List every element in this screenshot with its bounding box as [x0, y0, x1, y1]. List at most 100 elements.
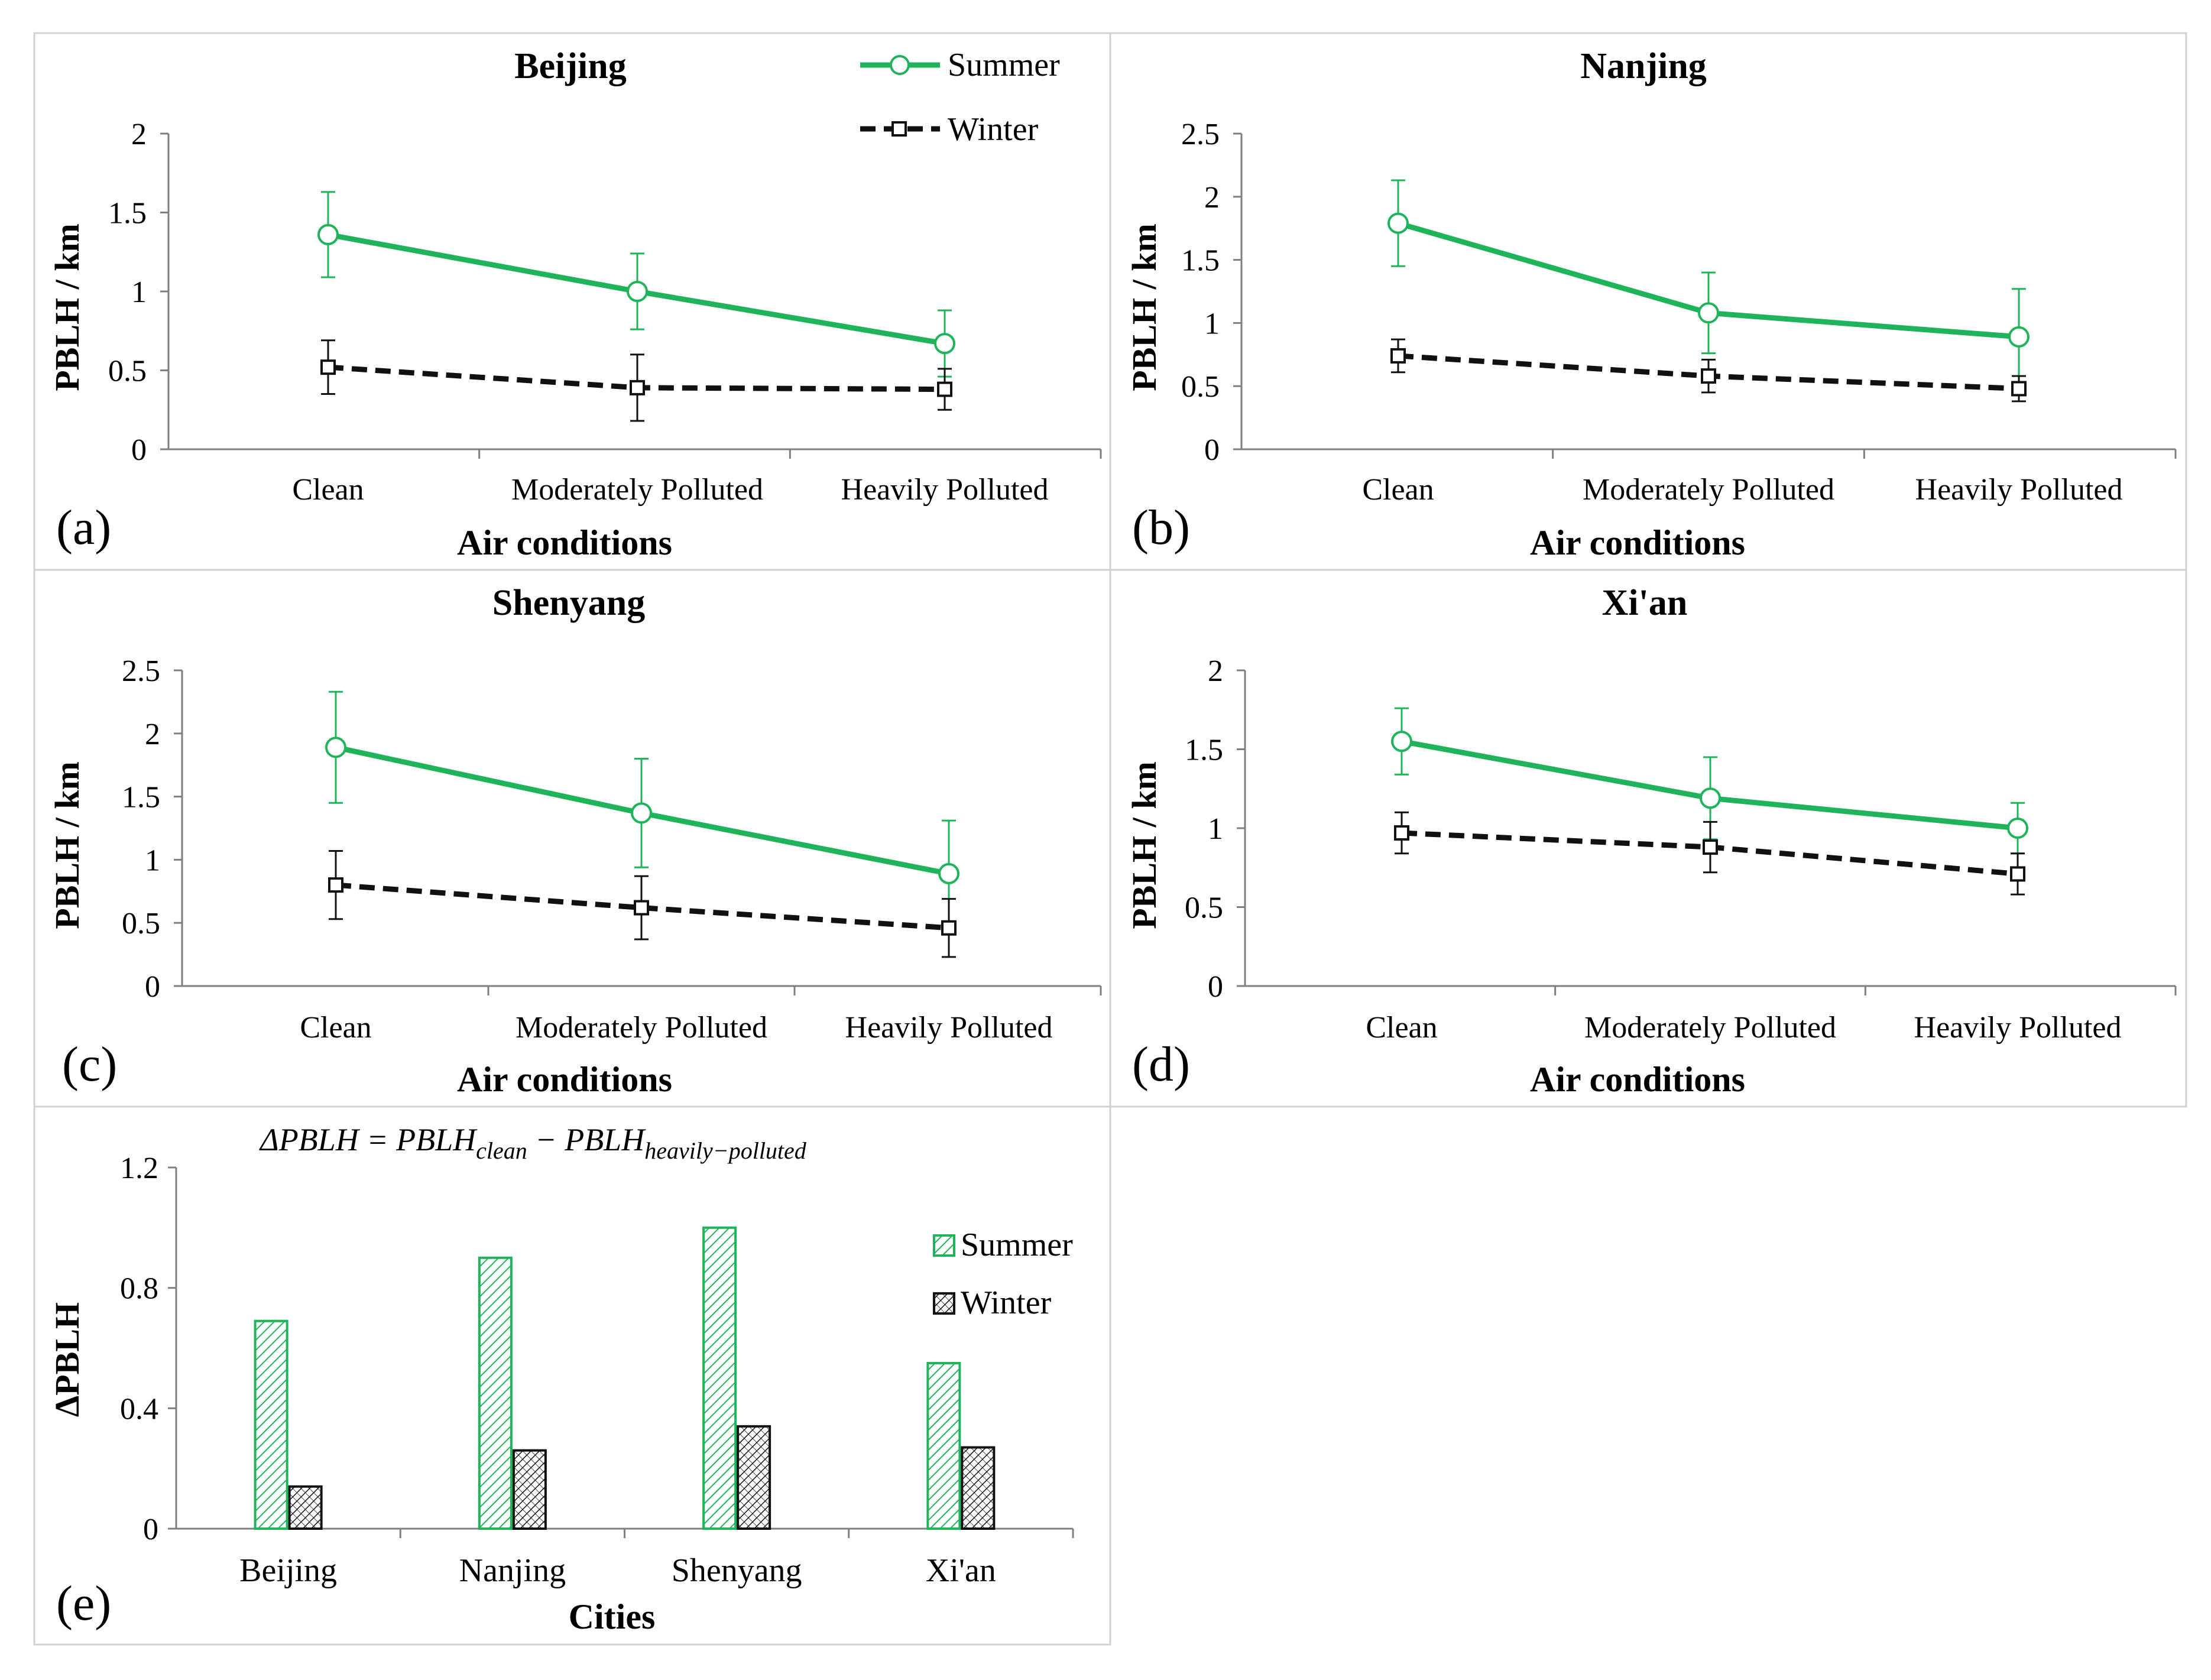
legend-e-summer-swatch [933, 1234, 955, 1257]
winter-data-point [1703, 839, 1718, 855]
summer-data-point [1391, 731, 1412, 753]
chart-title-b: Nanjing [1580, 46, 1707, 86]
winter-data-point [2010, 866, 2025, 882]
y-axis-label-e: ΔPBLH [48, 1302, 86, 1417]
winter-bar [737, 1425, 771, 1530]
winter-bar [288, 1485, 323, 1530]
summer-data-point [627, 281, 648, 302]
winter-data-point [937, 381, 952, 397]
x-tick-label: Heavily Polluted [845, 1011, 1053, 1045]
legend-summer-marker [890, 55, 910, 75]
winter-data-point [1390, 348, 1406, 364]
panel-label-c: (c) [62, 1037, 117, 1092]
winter-bar [961, 1446, 996, 1530]
x-tick-label: Moderately Polluted [1584, 1011, 1836, 1045]
y-tick-label: 2 [1204, 181, 1220, 215]
plot-area-e: 0 0.4 0.8 1.2 Beijing Nanjing Shenyang Xi'an [120, 1152, 1074, 1589]
legend-winter-label: Winter [948, 111, 1039, 148]
y-tick-label: 1.5 [1185, 734, 1223, 767]
winter-bar [512, 1449, 547, 1530]
x-tick-label: Heavily Polluted [841, 473, 1049, 507]
y-tick-label: 1 [145, 844, 160, 877]
legend-summer-label: Summer [948, 47, 1060, 83]
y-tick-label: 1 [1208, 812, 1223, 846]
summer-data-point [2008, 326, 2030, 348]
formula-sub-clean: clean [476, 1137, 527, 1164]
legend-e: Summer Winter [933, 1227, 1073, 1321]
plot-area-b: 0 0.5 1 1.5 2 2.5 Clean Moderately Polluted Heav… [1181, 118, 2177, 507]
summer-data-point [325, 737, 346, 758]
panel-label-a: (a) [56, 500, 111, 555]
x-axis-label-c: Air conditions [457, 1060, 672, 1099]
x-tick-label: Moderately Polluted [511, 473, 763, 507]
chart-title-a: Beijing [514, 46, 626, 86]
legend-e-winter-label: Winter [961, 1285, 1052, 1321]
x-tick-label: Moderately Polluted [1583, 473, 1834, 507]
x-axis-label-d: Air conditions [1530, 1060, 1745, 1099]
y-tick-label: 1 [131, 275, 147, 309]
x-tick-label: Clean [292, 473, 364, 507]
chart-title-d: Xi'an [1602, 583, 1688, 623]
formula-minus: − PBLH [527, 1122, 646, 1157]
y-tick-label: 1.5 [108, 197, 147, 231]
x-tick-label: Heavily Polluted [1915, 473, 2123, 507]
y-tick-label: 1.5 [1181, 244, 1220, 278]
y-tick-label: 0.5 [108, 355, 147, 388]
y-tick-label: 0.5 [1181, 370, 1220, 404]
summer-bar [702, 1226, 737, 1530]
winter-data-point [1394, 825, 1409, 841]
winter-series-line [335, 882, 949, 931]
winter-data-point [328, 877, 343, 893]
y-tick-label: 0 [1204, 433, 1220, 467]
x-axis-label-b: Air conditions [1530, 523, 1745, 562]
y-axis-label-c: PBLH / km [48, 761, 86, 929]
summer-bar [254, 1319, 288, 1530]
summer-data-point [934, 333, 955, 355]
x-axis-label-a: Air conditions [457, 523, 672, 562]
panel-frame-d [1109, 569, 2187, 1108]
y-tick-label: 0 [143, 1513, 158, 1546]
panel-label-d: (d) [1132, 1037, 1190, 1092]
y-tick-label: 0.8 [120, 1272, 158, 1306]
x-tick-label: Clean [1362, 473, 1434, 507]
winter-data-point [1701, 368, 1716, 384]
summer-data-point [1387, 212, 1409, 234]
x-tick-label: Beijing [239, 1552, 337, 1589]
x-tick-label: Moderately Polluted [516, 1011, 767, 1045]
y-tick-label: 2.5 [1181, 118, 1220, 151]
x-axis-label-e: Cities [569, 1597, 656, 1636]
y-axis-label-b: PBLH / km [1125, 223, 1163, 391]
y-tick-label: 2 [145, 718, 160, 751]
y-tick-label: 0 [131, 433, 147, 467]
y-tick-label: 0.4 [120, 1392, 158, 1426]
y-tick-label: 2.5 [122, 654, 160, 688]
summer-bar [478, 1256, 513, 1530]
x-tick-label: Nanjing [459, 1552, 566, 1589]
winter-data-point [630, 380, 645, 395]
x-tick-label: Xi'an [926, 1552, 996, 1589]
panel-frame-e [33, 1105, 1111, 1646]
plot-area-d: 0 0.5 1 1.5 2 Clean Moderately Polluted Heavily… [1185, 654, 2177, 1045]
winter-data-point [941, 920, 957, 936]
y-tick-label: 0.5 [122, 907, 160, 940]
y-axis-label-a: PBLH / km [48, 223, 86, 391]
legend-e-summer-label: Summer [961, 1227, 1073, 1263]
panel-label-b: (b) [1132, 500, 1190, 555]
summer-data-point [2007, 818, 2028, 839]
y-tick-label: 0 [145, 970, 160, 1004]
legend-winter-marker [891, 121, 907, 137]
y-axis-label-d: PBLH / km [1125, 761, 1163, 929]
summer-data-point [1698, 302, 1719, 324]
y-tick-label: 1 [1204, 307, 1220, 340]
winter-data-point [320, 359, 336, 375]
y-tick-label: 1.5 [122, 781, 160, 815]
x-tick-label: Shenyang [672, 1552, 802, 1589]
summer-data-point [317, 223, 339, 245]
formula-sub-polluted: heavily−polluted [644, 1137, 807, 1164]
summer-bar [926, 1361, 961, 1530]
panel-label-e: (e) [56, 1576, 111, 1631]
plot-area-a: 0 0.5 1 1.5 2 Clean Moderately Polluted Heavily… [108, 118, 1102, 507]
y-tick-label: 2 [131, 118, 147, 151]
formula-main: ΔPBLH = PBLH [259, 1122, 478, 1157]
